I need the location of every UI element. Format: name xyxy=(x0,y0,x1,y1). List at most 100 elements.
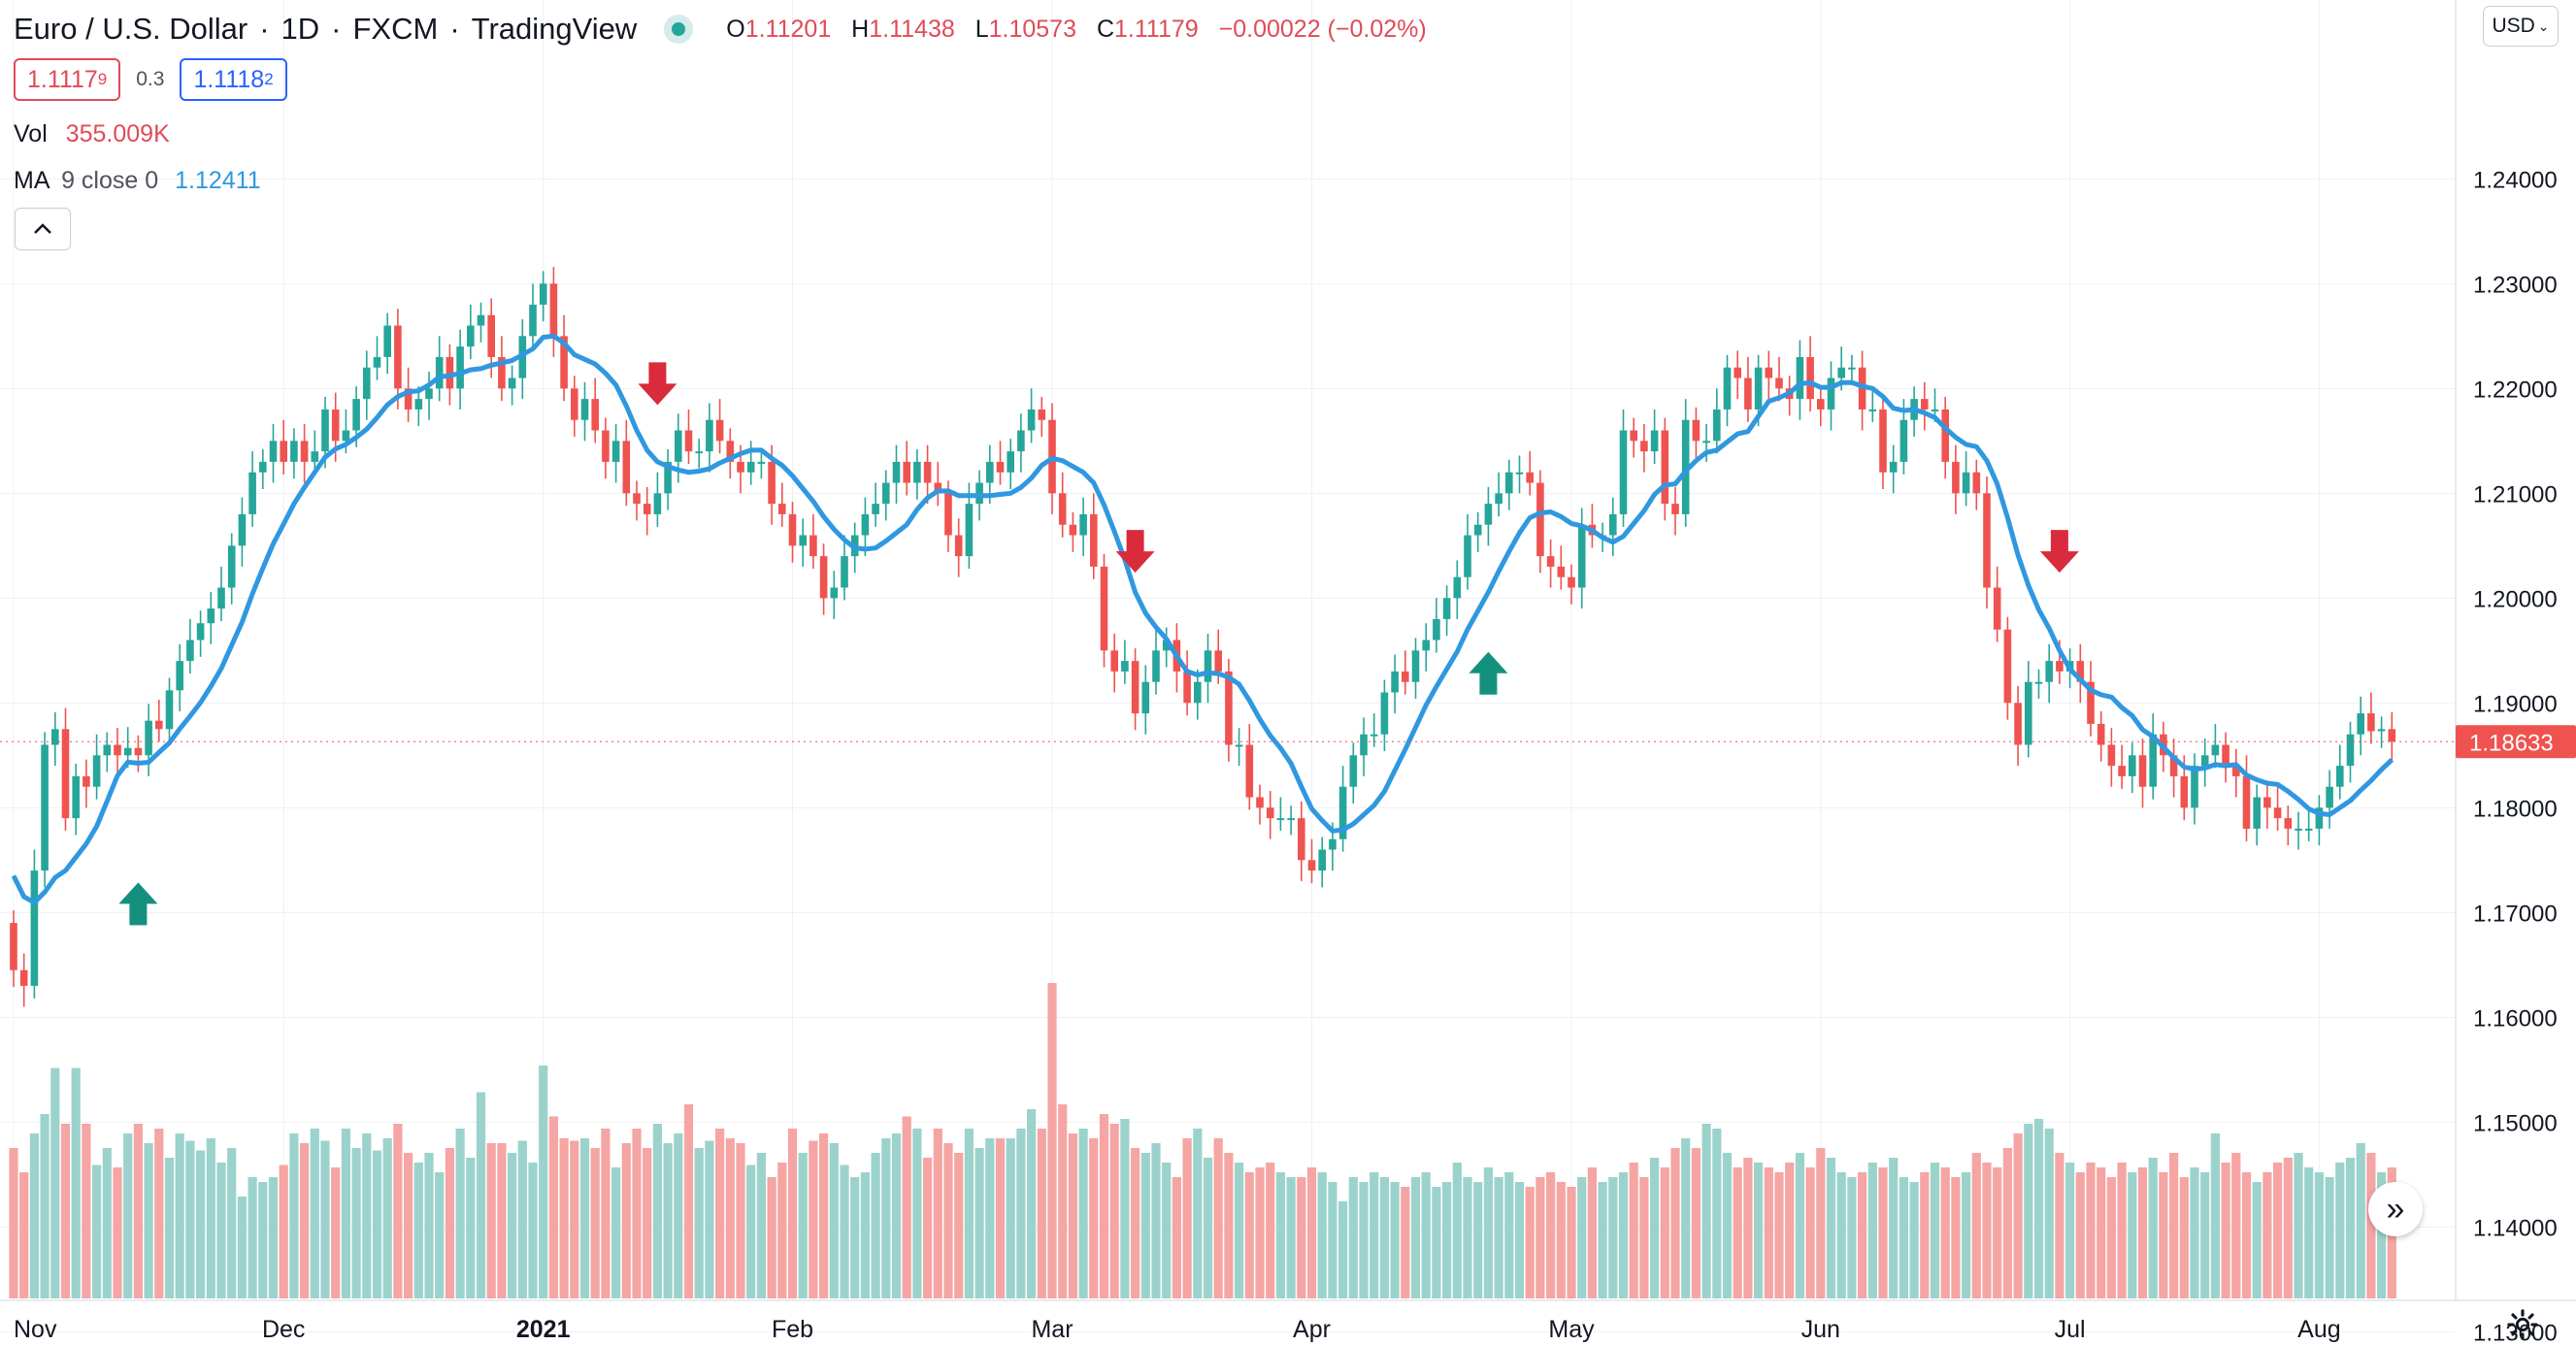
candle-body xyxy=(1568,576,1575,588)
volume-bar xyxy=(1514,1182,1525,1298)
volume-bar xyxy=(840,1165,849,1298)
double-chevron-right-icon: » xyxy=(2386,1190,2405,1228)
candle-body xyxy=(103,744,112,756)
candle-body xyxy=(1702,441,1710,443)
volume-bar xyxy=(2335,1163,2345,1298)
volume-bar xyxy=(1951,1177,1961,1298)
chart-grid xyxy=(0,0,2456,1332)
volume-bar xyxy=(2086,1163,2096,1298)
volume-bar xyxy=(1743,1158,1753,1298)
candle-body xyxy=(300,441,309,462)
candle-body xyxy=(2315,807,2324,829)
candle-body xyxy=(1380,692,1389,735)
candle-body xyxy=(2273,807,2282,819)
volume-legend[interactable]: Vol 355.009K xyxy=(14,120,170,148)
volume-bar xyxy=(1047,983,1057,1298)
volume-bar xyxy=(237,1197,247,1298)
volume-bar xyxy=(382,1138,392,1298)
signal-arrows xyxy=(118,362,2079,926)
candle-body xyxy=(1837,367,1845,378)
time-axis[interactable]: Nov Dec 2021 Feb Mar Apr May Jun Jul Aug xyxy=(0,1299,2576,1343)
candle-body xyxy=(954,535,963,557)
volume-bar xyxy=(1494,1177,1503,1298)
volume-bar xyxy=(2033,1119,2044,1298)
volume-bar xyxy=(756,1153,766,1298)
candle-body xyxy=(1329,838,1337,850)
volume-bar xyxy=(1525,1187,1535,1298)
volume-bar xyxy=(1754,1163,1764,1298)
volume-bar xyxy=(611,1167,621,1298)
candle-body xyxy=(2326,786,2333,808)
last-price-label: 1.18633 xyxy=(2469,730,2554,756)
volume-bar xyxy=(1379,1177,1389,1298)
volume-bar xyxy=(476,1092,486,1298)
x-tick-label: May xyxy=(1548,1316,1595,1343)
candle-body xyxy=(1235,744,1243,747)
volume-bar xyxy=(871,1153,880,1298)
buy-button[interactable]: 1.1118 2 xyxy=(180,58,287,101)
candle-body xyxy=(2056,661,2064,672)
volume-bar xyxy=(1193,1129,1203,1298)
candle-body xyxy=(2045,661,2053,682)
collapse-legend-button[interactable] xyxy=(15,208,71,250)
candle-body xyxy=(2014,703,2022,745)
volume-bar xyxy=(746,1165,756,1298)
candle-body xyxy=(72,775,80,819)
candle-body xyxy=(549,283,558,337)
volume-bar xyxy=(1027,1109,1037,1298)
volume-bar xyxy=(123,1133,133,1298)
candle-body xyxy=(1661,430,1669,505)
volume-bar xyxy=(1608,1177,1618,1298)
gear-icon[interactable] xyxy=(2506,1308,2539,1341)
candle-body xyxy=(2253,797,2261,829)
volume-bar xyxy=(413,1163,423,1298)
volume-bar xyxy=(1370,1172,1379,1298)
volume-bar xyxy=(902,1116,911,1298)
candle-body xyxy=(2003,629,2012,704)
volume-bar xyxy=(404,1153,413,1298)
volume-bar xyxy=(715,1129,725,1298)
candle-body xyxy=(2388,729,2396,742)
candle-body xyxy=(1723,367,1732,410)
volume-bar xyxy=(1172,1177,1181,1298)
symbol-name[interactable]: Euro / U.S. Dollar xyxy=(14,12,248,46)
ma-legend[interactable]: MA 9 close 0 1.12411 xyxy=(14,167,261,195)
volume-bar xyxy=(891,1133,902,1298)
candle-body xyxy=(114,744,121,756)
scroll-to-realtime-button[interactable]: » xyxy=(2368,1182,2423,1236)
candle-body xyxy=(1640,441,1648,452)
y-tick-label: 1.23000 xyxy=(2473,272,2558,298)
candle-body xyxy=(1318,849,1326,871)
volume-bar xyxy=(1982,1163,1992,1298)
volume-bar xyxy=(1639,1177,1649,1298)
change-value: −0.00022 (−0.02%) xyxy=(1218,15,1427,43)
candle-body xyxy=(1422,640,1430,651)
volume-bar xyxy=(2210,1133,2220,1298)
volume-bar xyxy=(82,1124,91,1298)
candle-body xyxy=(2211,744,2220,756)
volume-bar xyxy=(1306,1167,1317,1298)
volume-bar xyxy=(1151,1143,1161,1298)
candle-body xyxy=(1868,409,1877,411)
candle-body xyxy=(394,325,402,389)
spread-value: 0.3 xyxy=(136,68,165,90)
volume-bar xyxy=(683,1104,694,1298)
volume-bar xyxy=(632,1129,642,1298)
candle-body xyxy=(1889,461,1898,473)
volume-bar xyxy=(2065,1163,2075,1298)
candle-body xyxy=(425,388,433,400)
candle-body xyxy=(456,346,464,389)
x-tick-label: Apr xyxy=(1293,1316,1331,1343)
candle-body xyxy=(580,399,589,420)
candle-body xyxy=(965,504,974,557)
volume-bar xyxy=(2148,1158,2158,1298)
currency-select[interactable]: USD ⌄ xyxy=(2483,6,2559,47)
interval[interactable]: 1D xyxy=(281,12,320,46)
sell-button[interactable]: 1.1117 9 xyxy=(14,58,121,101)
candle-body xyxy=(1100,566,1108,651)
volume-bar xyxy=(1650,1158,1660,1298)
candle-body xyxy=(2200,755,2209,767)
candle-body xyxy=(1338,786,1347,839)
